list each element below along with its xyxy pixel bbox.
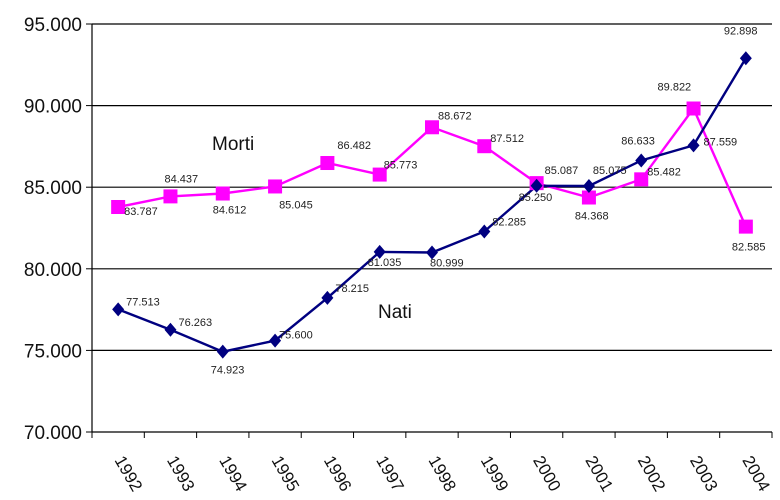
morti-label-1992: 83.787 bbox=[124, 206, 158, 218]
nati-point-2000 bbox=[530, 178, 543, 193]
series-name-nati: Nati bbox=[378, 302, 412, 323]
x-tick-label-2004: 2004 bbox=[738, 453, 773, 495]
morti-label-1996: 86.482 bbox=[337, 140, 371, 152]
morti-label-1997: 85.773 bbox=[384, 160, 418, 172]
morti-label-2002: 85.482 bbox=[647, 166, 681, 178]
morti-point-1992 bbox=[111, 199, 126, 214]
nati-point-2002 bbox=[635, 153, 648, 168]
nati-point-1993 bbox=[164, 322, 177, 337]
morti-label-1998: 88.672 bbox=[438, 110, 472, 122]
x-tick-label-2002: 2002 bbox=[634, 453, 669, 495]
series-name-morti: Morti bbox=[212, 134, 254, 155]
nati-point-1998 bbox=[426, 245, 438, 260]
morti-point-1995 bbox=[268, 179, 283, 194]
gridlines bbox=[92, 23, 772, 351]
x-tick-label-1999: 1999 bbox=[477, 453, 512, 495]
nati-label-1996: 78.215 bbox=[335, 283, 369, 295]
y-tick-label: 95.000 bbox=[24, 15, 82, 36]
x-tick-label-1997: 1997 bbox=[372, 453, 407, 495]
x-tick-label-2003: 2003 bbox=[686, 453, 721, 495]
nati-point-2003 bbox=[687, 138, 700, 153]
morti-point-2001 bbox=[581, 190, 596, 205]
x-tick-label-2001: 2001 bbox=[581, 453, 616, 495]
morti-point-1996 bbox=[320, 156, 335, 171]
morti-point-2004 bbox=[738, 219, 753, 234]
nati-label-1993: 76.263 bbox=[178, 317, 212, 329]
nati-point-1999 bbox=[478, 224, 491, 239]
y-tick-label: 90.000 bbox=[24, 97, 82, 118]
morti-point-1993 bbox=[163, 189, 178, 204]
nati-label-2002: 86.633 bbox=[621, 136, 655, 148]
y-tick-label: 80.000 bbox=[24, 260, 82, 281]
nati-label-1997: 81.035 bbox=[368, 257, 402, 269]
nati-point-1997 bbox=[373, 244, 386, 259]
nati-label-2004: 92.898 bbox=[724, 25, 758, 37]
y-tick-label: 75.000 bbox=[24, 341, 82, 362]
morti-point-2002 bbox=[634, 172, 649, 187]
nati-label-2003: 87.559 bbox=[704, 136, 738, 148]
morti-label-1994: 84.612 bbox=[213, 205, 247, 217]
morti-label-1995: 85.045 bbox=[279, 199, 313, 211]
morti-point-1997 bbox=[372, 167, 387, 182]
y-tick-label: 85.000 bbox=[24, 178, 82, 199]
nati-label-1999: 82.285 bbox=[492, 217, 526, 229]
morti-label-1999: 87.512 bbox=[490, 133, 524, 145]
morti-label-1993: 84.437 bbox=[164, 173, 198, 185]
x-tick-label-1993: 1993 bbox=[163, 453, 198, 495]
data-labels: 83.787 84.437 84.612 85.045 86.482 85.773 88.6… bbox=[124, 25, 765, 376]
x-tick-label-1995: 1995 bbox=[268, 453, 303, 495]
x-tick-label-2000: 2000 bbox=[529, 453, 564, 495]
nati-label-2000: 85.087 bbox=[545, 165, 579, 177]
morti-label-2003: 89.822 bbox=[658, 82, 692, 94]
morti-point-1998 bbox=[425, 120, 439, 135]
nati-label-1992: 77.513 bbox=[126, 296, 160, 308]
nati-point-1992 bbox=[112, 302, 125, 317]
nati-point-1996 bbox=[321, 290, 334, 305]
data-markers bbox=[111, 51, 753, 359]
x-tick-label-1994: 1994 bbox=[215, 453, 250, 495]
morti-point-1994 bbox=[215, 186, 230, 201]
y-tick-label: 70.000 bbox=[24, 423, 82, 444]
morti-label-2001: 84.368 bbox=[575, 211, 609, 223]
nati-point-1995 bbox=[269, 333, 282, 348]
x-tick-label-1996: 1996 bbox=[320, 453, 355, 495]
morti-label-2000: 85.250 bbox=[519, 192, 553, 204]
nati-label-1998: 80.999 bbox=[430, 257, 464, 269]
nati-point-2004 bbox=[739, 51, 752, 66]
nati-point-2001 bbox=[582, 178, 595, 193]
nati-label-1994: 74.923 bbox=[211, 365, 245, 377]
x-tick-label-1998: 1998 bbox=[425, 453, 460, 495]
morti-point-2003 bbox=[686, 101, 701, 116]
morti-point-1999 bbox=[477, 139, 492, 154]
morti-label-2004: 82.585 bbox=[732, 242, 766, 254]
nati-point-1994 bbox=[216, 344, 229, 359]
nati-label-2001: 85.075 bbox=[593, 165, 627, 177]
x-tick-label-1992: 1992 bbox=[111, 453, 146, 495]
nati-label-1995: 75.600 bbox=[279, 330, 313, 342]
